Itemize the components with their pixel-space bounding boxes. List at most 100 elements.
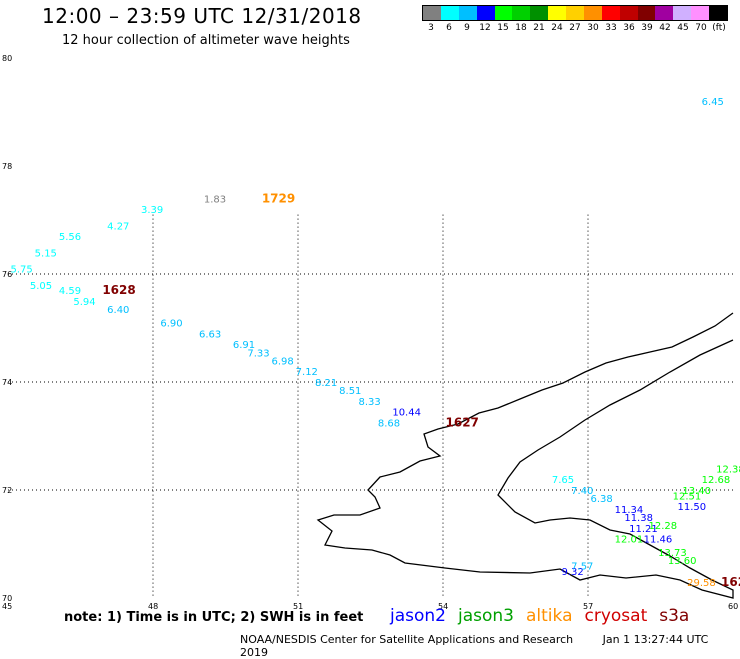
lat-tick-label: 80 bbox=[2, 54, 12, 63]
color-scale-swatch bbox=[673, 6, 692, 20]
wave-height-label: 6.63 bbox=[199, 329, 221, 340]
wave-height-label: 6.40 bbox=[107, 305, 129, 316]
lon-tick-label: 57 bbox=[583, 602, 593, 611]
wave-height-label: 5.75 bbox=[11, 265, 33, 276]
lon-tick-label: 45 bbox=[2, 602, 12, 611]
lat-tick-label: 70 bbox=[2, 594, 12, 603]
lat-tick-label: 78 bbox=[2, 162, 12, 171]
color-scale-label: 45 bbox=[677, 23, 689, 33]
wave-height-label: 12.51 bbox=[673, 491, 702, 502]
color-scale-swatch bbox=[566, 6, 584, 20]
footer-credit: NOAA/NESDIS Center for Satellite Applica… bbox=[240, 633, 574, 646]
color-scale-label: 12 bbox=[479, 23, 491, 33]
lat-tick-label: 74 bbox=[2, 378, 12, 387]
color-scale-label: 27 bbox=[569, 23, 581, 33]
wave-height-label: 6.91 bbox=[233, 340, 255, 351]
wave-height-label: 11.21 bbox=[629, 524, 658, 535]
wave-height-label: 5.94 bbox=[73, 297, 95, 308]
color-scale-swatch bbox=[440, 6, 459, 20]
color-scale-swatch bbox=[458, 6, 477, 20]
color-scale-swatch bbox=[583, 6, 602, 20]
color-scale-label: 39 bbox=[641, 23, 653, 33]
color-scale-swatch bbox=[709, 6, 727, 20]
color-scale-swatch bbox=[548, 6, 566, 20]
satellite-legend-item: altika bbox=[526, 606, 573, 626]
color-scale-label: 24 bbox=[551, 23, 563, 33]
wave-height-label: 11.38 bbox=[624, 513, 653, 524]
color-scale-swatch bbox=[494, 6, 513, 20]
wave-height-label: 11.50 bbox=[678, 502, 707, 513]
wave-height-label: 8.33 bbox=[359, 397, 381, 408]
wave-height-label: 8.51 bbox=[339, 386, 361, 397]
wave-height-label: 1.83 bbox=[204, 194, 226, 205]
wave-height-label: 1626 bbox=[721, 575, 740, 589]
lon-tick-label: 60 bbox=[728, 602, 738, 611]
wave-height-label: 7.40 bbox=[571, 486, 593, 497]
wave-height-label: 29.58 bbox=[687, 578, 716, 589]
color-scale-label: 6 bbox=[446, 23, 452, 33]
color-scale-swatch bbox=[423, 6, 441, 20]
color-scale-swatch bbox=[530, 6, 549, 20]
wave-height-label: 13.73 bbox=[658, 548, 687, 559]
color-scale-label: 18 bbox=[515, 23, 527, 33]
color-scale-label: 3 bbox=[428, 23, 434, 33]
color-scale-label: 36 bbox=[623, 23, 635, 33]
color-scale-swatch bbox=[476, 6, 495, 20]
color-scale-label: 30 bbox=[587, 23, 599, 33]
satellite-legend-item: s3a bbox=[659, 606, 690, 626]
wave-height-label: 12.68 bbox=[702, 475, 731, 486]
map-title: 12:00 – 23:59 UTC 12/31/2018 bbox=[42, 4, 362, 28]
wave-height-label: 5.56 bbox=[59, 232, 81, 243]
coastline bbox=[316, 312, 734, 599]
wave-height-label: 11.34 bbox=[615, 505, 644, 516]
wave-height-label: 1628 bbox=[102, 283, 135, 297]
wave-height-label: 6.98 bbox=[272, 356, 294, 367]
wave-height-label: 9.32 bbox=[562, 567, 584, 578]
wave-height-label: 7.57 bbox=[571, 562, 593, 573]
wave-height-label: 13.40 bbox=[682, 486, 711, 497]
wave-height-label: 8.21 bbox=[315, 378, 337, 389]
wave-height-label: 3.39 bbox=[141, 205, 163, 216]
units-note: note: 1) Time is in UTC; 2) SWH is in fe… bbox=[64, 610, 364, 625]
color-scale-swatch bbox=[601, 6, 620, 20]
wave-height-label: 12.38 bbox=[716, 464, 740, 475]
satellite-legend-item: jason2 bbox=[390, 606, 446, 626]
wave-height-label: 12.28 bbox=[649, 521, 678, 532]
wave-height-label: 1729 bbox=[262, 191, 295, 205]
color-scale-swatch bbox=[512, 6, 531, 20]
wave-height-label: 7.65 bbox=[552, 475, 574, 486]
wave-height-label: 7.33 bbox=[247, 348, 269, 359]
color-scale-swatch bbox=[637, 6, 656, 20]
wave-height-label: 5.05 bbox=[30, 281, 52, 292]
lat-tick-label: 72 bbox=[2, 486, 12, 495]
wave-height-label: 4.27 bbox=[107, 221, 129, 232]
wave-height-label: 7.12 bbox=[296, 367, 318, 378]
wave-height-label: 5.15 bbox=[35, 248, 57, 259]
lon-tick-label: 48 bbox=[148, 602, 158, 611]
wave-height-label: 6.45 bbox=[702, 97, 724, 108]
lon-tick-label: 54 bbox=[438, 602, 448, 611]
wave-height-label: 4.59 bbox=[59, 286, 81, 297]
wave-height-label: 11.46 bbox=[644, 535, 673, 546]
color-scale-swatch bbox=[655, 6, 674, 20]
color-scale-swatch bbox=[619, 6, 638, 20]
color-scale-label: 15 bbox=[497, 23, 509, 33]
wave-height-label: 1627 bbox=[446, 416, 479, 430]
satellite-legend-item: jason3 bbox=[458, 606, 514, 626]
wave-height-label: 6.90 bbox=[160, 319, 182, 330]
color-scale-swatches bbox=[422, 5, 728, 21]
color-scale-label: (ft) bbox=[712, 23, 726, 33]
color-scale-swatch bbox=[691, 6, 709, 20]
wave-height-label: 13.60 bbox=[668, 556, 697, 567]
wave-height-label: 8.68 bbox=[378, 419, 400, 430]
wave-height-label: 6.38 bbox=[591, 494, 613, 505]
color-scale-labels: 3 6 9 12 15 18 21 24 27 30 33 36 39 42 45 70 (ft) bbox=[422, 21, 728, 35]
wave-height-label: 12.01 bbox=[615, 535, 644, 546]
footer: NOAA/NESDIS Center for Satellite Applica… bbox=[240, 633, 740, 659]
map-subtitle: 12 hour collection of altimeter wave hei… bbox=[62, 33, 350, 48]
lon-tick-label: 51 bbox=[293, 602, 303, 611]
color-scale-label: 21 bbox=[533, 23, 545, 33]
color-scale-label: 9 bbox=[464, 23, 470, 33]
satellite-legend-item: cryosat bbox=[584, 606, 648, 626]
